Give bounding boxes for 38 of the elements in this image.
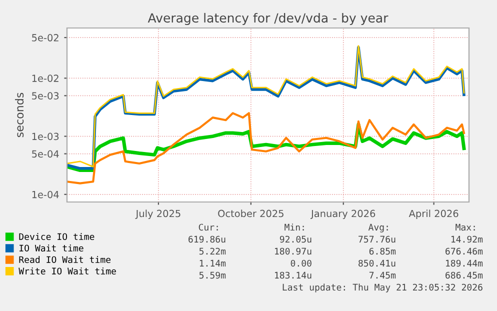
- text: 686.45m: [446, 272, 483, 279]
- chart-title: Average latency for /dev/vda - by year: [148, 12, 388, 26]
- y-axis-title: seconds: [15, 92, 24, 138]
- legend-label: Write IO Wait time: [18, 268, 116, 275]
- text: Max:: [456, 224, 475, 231]
- text: 189.44m: [446, 260, 483, 267]
- text: 180.97u: [275, 248, 312, 255]
- y-tick-label: 1e-03: [32, 132, 59, 140]
- text: Min:: [284, 224, 304, 231]
- text: 676.46m: [446, 248, 483, 255]
- text: Last update: Thu May 21 23:05:32 2026: [282, 284, 482, 292]
- text: 5.22m: [199, 248, 226, 255]
- x-tick-label: October 2025: [218, 210, 284, 218]
- text: 1.14m: [200, 260, 226, 267]
- text: 183.14u: [275, 272, 312, 279]
- legend-label: IO Wait time: [20, 244, 84, 252]
- y-tick-label: 5e-03: [32, 92, 59, 100]
- y-tick-label: 1e-02: [32, 74, 58, 82]
- text: 7.45m: [369, 272, 396, 279]
- text: 850.41u: [358, 260, 396, 267]
- text: 6.85m: [369, 248, 396, 255]
- y-tick-label: 5e-04: [32, 150, 59, 158]
- legend-label: Read IO Wait time: [19, 256, 111, 264]
- text: 14.92m: [451, 236, 483, 243]
- x-tick-label: July 2025: [135, 210, 180, 220]
- y-tick-label: 5e-02: [32, 34, 58, 42]
- text: 0.00: [290, 260, 312, 267]
- legend-label: Device IO time: [19, 233, 94, 240]
- text: Avg:: [368, 224, 388, 232]
- text: 757.76u: [358, 236, 396, 243]
- text: 92.05u: [280, 236, 312, 243]
- text: 619.86u: [188, 236, 226, 243]
- text: 5.59m: [199, 272, 226, 279]
- y-tick-label: 1e-04: [32, 190, 59, 198]
- line-series: [67, 112, 466, 184]
- x-tick-label: January 2026: [310, 210, 376, 220]
- x-tick-label: April 2026: [408, 210, 458, 220]
- text: Cur:: [198, 224, 218, 231]
